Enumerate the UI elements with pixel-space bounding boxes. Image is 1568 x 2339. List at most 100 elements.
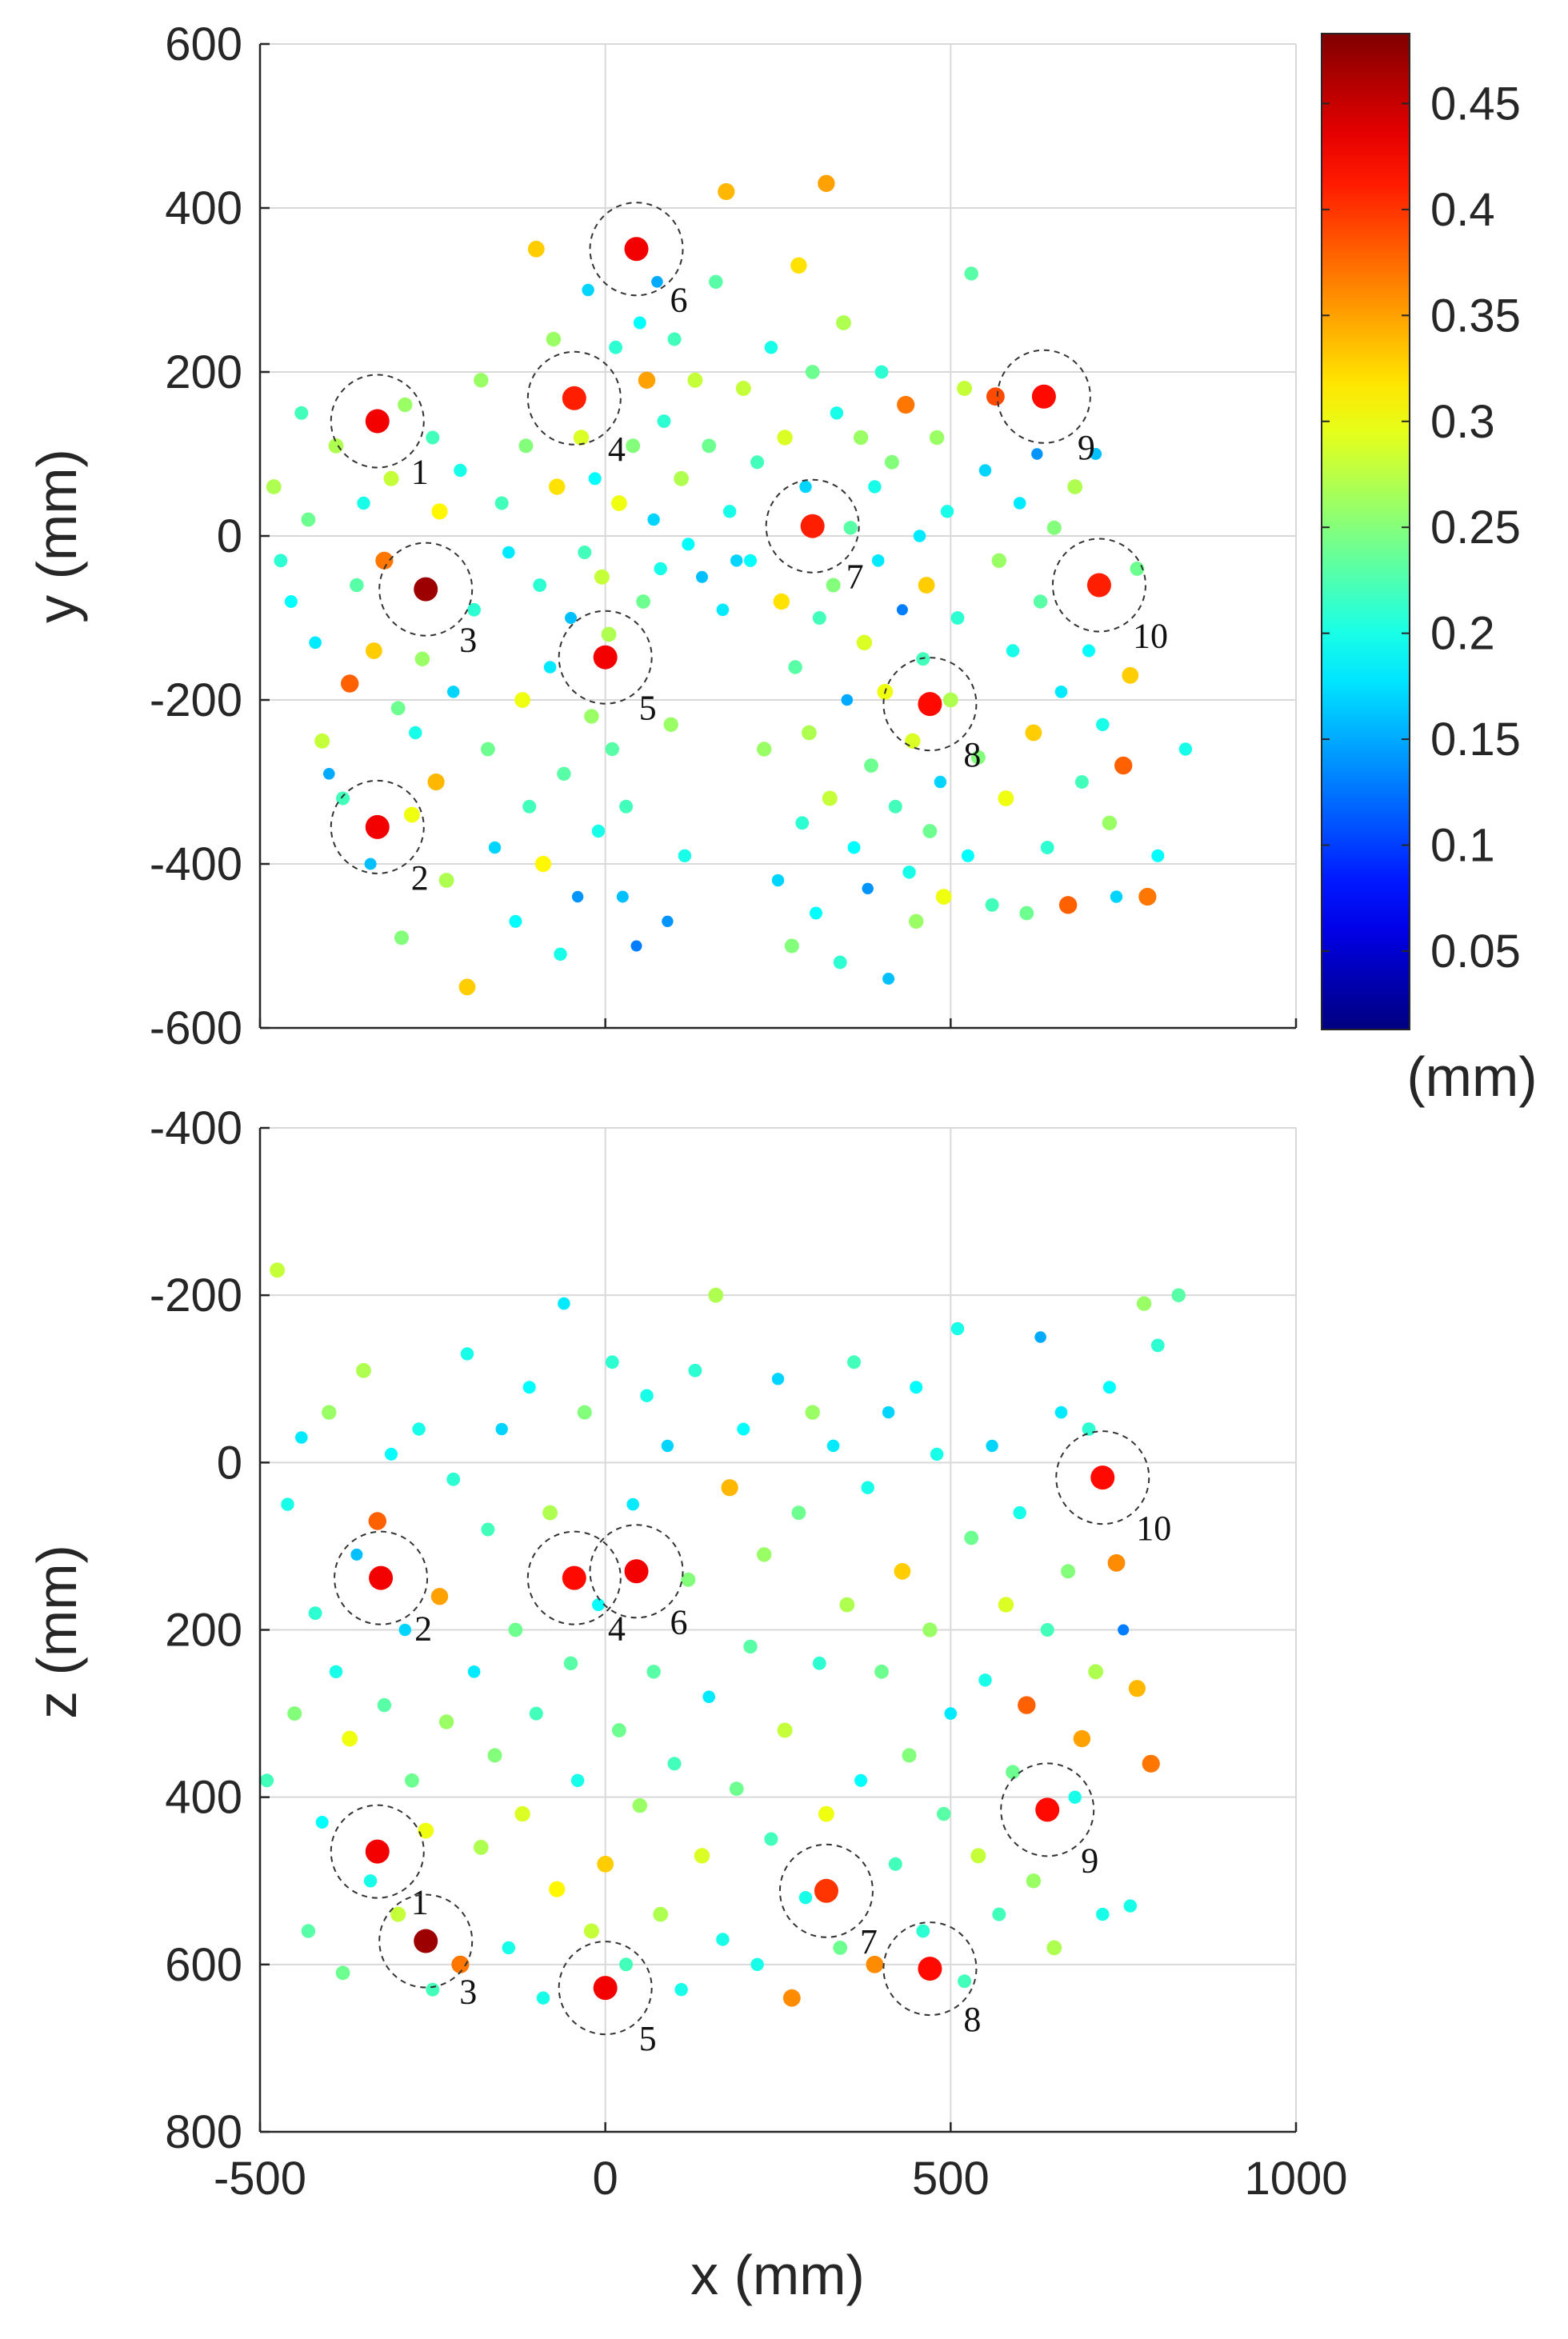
colorbar-tick-label: 0.25 [1430,502,1521,554]
colorbar-tick-label: 0.35 [1430,290,1521,342]
highlight-label: 9 [1081,1841,1098,1880]
top-axes [258,42,1298,1030]
data-point [1031,448,1043,460]
data-point [826,578,841,593]
data-point [757,742,772,757]
data-point [654,562,667,576]
data-point [1054,1405,1068,1419]
highlight-point [1086,573,1111,598]
data-point [764,1832,778,1846]
data-point [549,478,566,495]
data-point [882,973,895,985]
data-point [916,1924,930,1938]
data-point [418,1822,434,1839]
data-point [799,480,812,494]
highlight-circle [589,202,684,297]
data-point [366,642,382,659]
data-point [896,604,908,616]
data-point [1025,724,1042,742]
highlight-point [918,1957,942,1981]
data-point [488,841,502,854]
data-point [874,365,889,379]
colorbar-tick-label: 0.45 [1430,78,1521,130]
colorbar-tick-label: 0.1 [1430,820,1495,872]
data-point [818,174,835,192]
highlight-circle [526,350,622,446]
data-point [405,1773,419,1788]
highlight-point [918,692,942,717]
data-point [918,577,935,594]
data-point [978,464,992,477]
data-point [609,340,622,354]
data-point [856,634,873,650]
highlight-point [1090,1465,1115,1490]
bottom-y-axis-label: z (mm) [26,1545,88,1719]
data-point [377,1697,392,1713]
data-point [798,1891,813,1905]
data-point [662,915,674,928]
highlight-circle [334,1530,429,1625]
data-point [810,906,822,920]
data-point [1138,887,1157,906]
data-point [558,1297,570,1310]
data-point [1046,520,1062,535]
data-point [633,316,646,330]
data-point [1026,1873,1042,1889]
data-point [940,505,954,518]
data-point [1178,742,1193,756]
data-point [375,551,394,570]
data-point [818,1805,834,1822]
highlight-label: 4 [608,430,626,469]
data-point [957,381,973,396]
data-point [534,855,552,873]
data-point [1046,1940,1062,1956]
data-point [636,594,650,609]
data-point [795,816,810,830]
data-point [315,1816,329,1829]
data-point [1096,1907,1110,1921]
data-point [409,726,422,740]
data-point [394,930,409,946]
top-y-tick-label: -200 [150,674,242,726]
data-point [678,849,692,863]
bottom-scatter-panel: 1 2 3 4 5 6 7 8 9 10 -400 -200 0 200 400 600 800 -500 0 5… [26,1102,1348,2306]
colorbar-tick-label: 0.4 [1430,184,1495,236]
data-point [626,1497,639,1511]
data-point [1058,896,1078,914]
data-point [502,546,515,559]
highlight-label: 1 [411,453,429,492]
data-point [871,554,885,567]
highlight-label: 6 [670,280,688,319]
highlight-label: 4 [608,1609,626,1649]
data-point [570,1773,585,1787]
data-point [1034,1331,1046,1343]
data-point [964,266,978,281]
data-point [281,1497,294,1511]
data-point [771,1373,785,1385]
data-point [412,1422,426,1436]
colorbar-tick-label: 0.2 [1430,608,1495,660]
highlight-point [365,814,390,839]
bottom-y-tick-label: 200 [165,1605,242,1657]
data-point [467,1665,481,1678]
data-point [383,470,399,486]
data-point [861,1481,874,1494]
data-point [812,1656,826,1670]
data-point [1074,775,1089,789]
data-point [582,283,594,297]
highlight-circle [1000,1762,1095,1857]
data-point [1130,562,1145,576]
data-point [913,530,926,542]
data-point [822,790,838,806]
data-point [632,1797,647,1813]
data-point [350,1548,363,1561]
data-point [744,554,757,567]
colorbar-tick-label: 0.3 [1430,396,1495,448]
data-point [260,1773,274,1788]
data-point [681,1572,696,1587]
data-point [922,824,938,838]
data-point [1073,1729,1091,1748]
data-point [1018,1696,1036,1714]
data-point [342,1730,358,1747]
data-point [427,773,445,791]
